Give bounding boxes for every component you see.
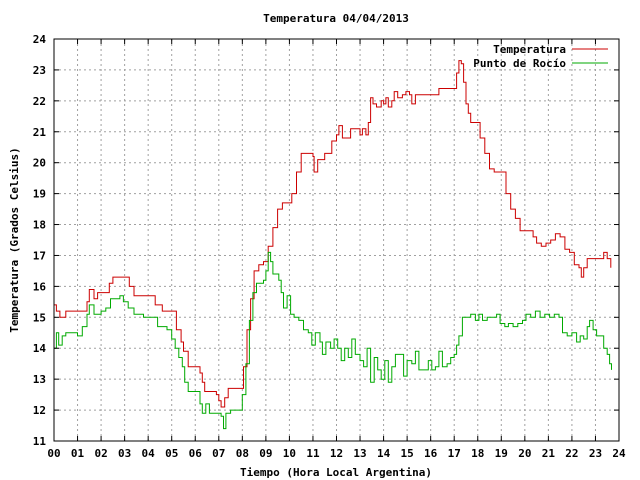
- legend-label: Punto de Rocío: [473, 57, 566, 70]
- y-axis-label: Temperatura (Grados Celsius): [8, 147, 21, 332]
- x-tick-label: 01: [71, 447, 85, 460]
- x-tick-label: 23: [589, 447, 602, 460]
- series-layer: [54, 60, 612, 430]
- x-tick-label: 06: [189, 447, 203, 460]
- x-tick-label: 10: [283, 447, 296, 460]
- x-tick-label: 15: [401, 447, 414, 460]
- y-tick-label: 12: [33, 404, 46, 417]
- y-tick-label: 21: [33, 126, 47, 139]
- x-tick-label: 09: [259, 447, 272, 460]
- x-tick-label: 02: [94, 447, 107, 460]
- x-tick-label: 24: [612, 447, 626, 460]
- y-tick-label: 17: [33, 249, 46, 262]
- grid-layer: [54, 39, 619, 441]
- y-tick-label: 16: [33, 280, 47, 293]
- x-tick-label: 20: [518, 447, 531, 460]
- y-tick-label: 18: [33, 219, 46, 232]
- tick-layer: 00 01 02 03 04 05 06 07 08 09 10 11 12 13 14 15 16 17 18 19…: [33, 33, 626, 460]
- x-tick-label: 16: [424, 447, 438, 460]
- y-tick-label: 11: [33, 435, 47, 448]
- x-tick-label: 14: [377, 447, 391, 460]
- legend-label: Temperatura: [493, 43, 566, 56]
- series-line-temperatura: [54, 60, 612, 408]
- y-tick-label: 22: [33, 95, 46, 108]
- y-tick-label: 19: [33, 188, 46, 201]
- x-tick-label: 18: [471, 447, 484, 460]
- y-tick-label: 14: [33, 342, 47, 355]
- y-tick-label: 15: [33, 311, 46, 324]
- y-tick-label: 24: [33, 33, 47, 46]
- x-tick-label: 17: [448, 447, 461, 460]
- x-axis-label: Tiempo (Hora Local Argentina): [240, 466, 432, 479]
- x-tick-label: 07: [212, 447, 225, 460]
- x-tick-label: 19: [495, 447, 508, 460]
- chart-title: Temperatura 04/04/2013: [263, 12, 409, 25]
- x-tick-label: 13: [353, 447, 366, 460]
- x-tick-label: 03: [118, 447, 131, 460]
- x-tick-label: 04: [142, 447, 156, 460]
- series-line-punto-de-rocio: [54, 251, 612, 430]
- x-tick-label: 11: [306, 447, 320, 460]
- x-tick-label: 05: [165, 447, 178, 460]
- y-tick-label: 23: [33, 64, 46, 77]
- x-tick-label: 00: [47, 447, 60, 460]
- y-tick-label: 13: [33, 373, 46, 386]
- x-tick-label: 12: [330, 447, 343, 460]
- x-tick-label: 21: [542, 447, 556, 460]
- x-tick-label: 08: [236, 447, 249, 460]
- y-tick-label: 20: [33, 157, 46, 170]
- x-tick-label: 22: [565, 447, 578, 460]
